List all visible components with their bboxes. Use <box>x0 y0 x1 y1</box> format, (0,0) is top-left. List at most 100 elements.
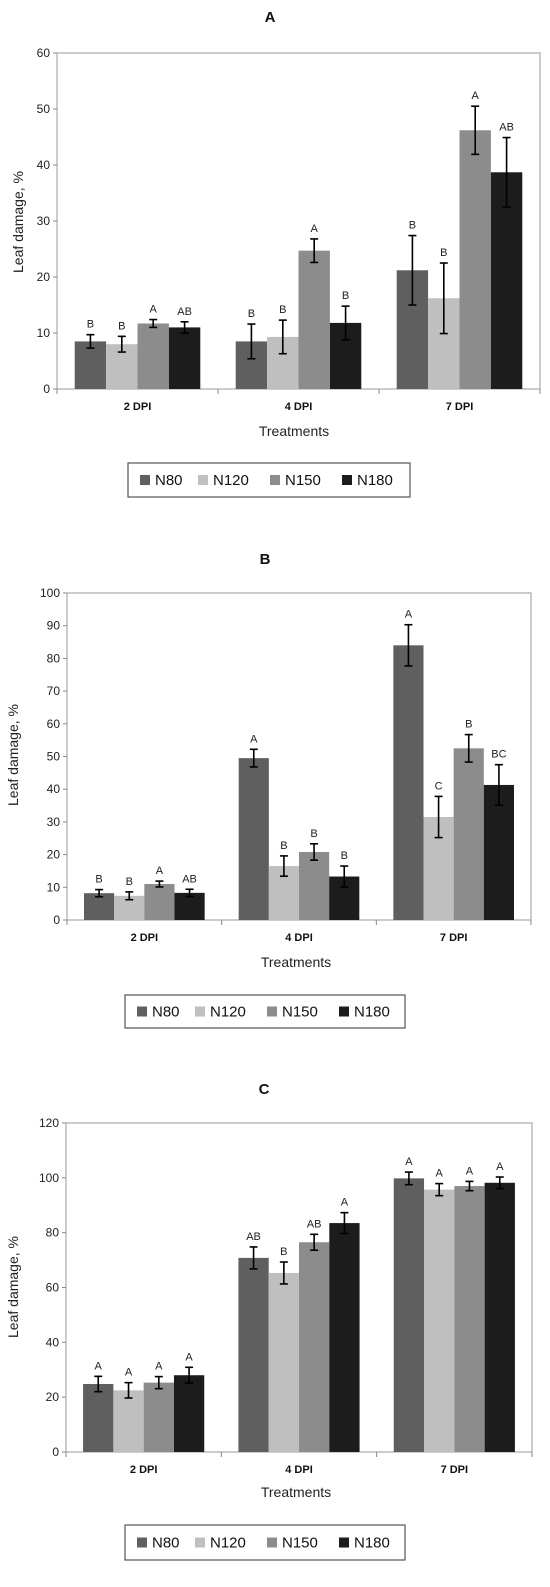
x-tick-label: 4 DPI <box>285 1464 313 1476</box>
legend-swatch <box>195 1537 205 1548</box>
legend-label: N150 <box>282 1004 318 1021</box>
error-bar <box>439 262 448 335</box>
legend-label: N120 <box>210 1004 246 1021</box>
significance-letter: B <box>280 840 287 852</box>
error-bar <box>149 318 158 329</box>
significance-letter: A <box>405 609 413 621</box>
x-tick-label: 7 DPI <box>441 1464 469 1476</box>
legend-label: N80 <box>152 1004 180 1021</box>
bar <box>84 893 115 920</box>
legend-label: N150 <box>282 1535 318 1552</box>
significance-letter: A <box>156 865 164 877</box>
y-tick-label: 30 <box>37 214 51 228</box>
y-tick-label: 60 <box>47 717 61 731</box>
bar <box>299 851 330 920</box>
error-bar <box>95 888 104 898</box>
x-tick-label: 2 DPI <box>124 401 152 413</box>
bar <box>393 1178 425 1452</box>
significance-letter: C <box>435 780 443 792</box>
legend-label: N150 <box>285 472 321 489</box>
error-bar <box>310 238 319 264</box>
error-bar <box>471 105 480 156</box>
y-tick-label: 70 <box>47 684 61 698</box>
y-tick-label: 100 <box>40 586 60 600</box>
error-bar <box>404 623 413 667</box>
legend-label: N120 <box>213 472 249 489</box>
x-axis-label: Treatments <box>259 423 329 439</box>
significance-letter: A <box>341 1197 349 1209</box>
x-tick-label: 4 DPI <box>285 401 313 413</box>
bar <box>268 1272 299 1452</box>
significance-letter: B <box>440 247 447 259</box>
error-bar <box>341 305 350 341</box>
y-tick-label: 20 <box>47 848 61 862</box>
legend-label: N120 <box>210 1535 246 1552</box>
significance-letter: B <box>248 308 255 320</box>
x-tick-label: 7 DPI <box>446 401 474 413</box>
significance-letter: B <box>126 876 133 888</box>
error-bar <box>310 843 319 861</box>
error-bar <box>278 319 287 355</box>
bar <box>329 1223 360 1452</box>
significance-letter: B <box>310 828 317 840</box>
significance-letter: A <box>436 1168 444 1180</box>
legend-swatch <box>267 1537 277 1548</box>
x-tick-label: 7 DPI <box>440 932 468 944</box>
legend-swatch <box>339 1006 349 1017</box>
x-tick-label: 2 DPI <box>130 1464 158 1476</box>
significance-letter: B <box>409 220 416 232</box>
significance-letter: A <box>185 1351 193 1363</box>
y-axis-label: Leaf damage, % <box>10 171 26 273</box>
significance-letter: A <box>150 304 158 316</box>
bar <box>459 130 491 389</box>
y-tick-label: 10 <box>47 880 61 894</box>
significance-letter: B <box>342 290 349 302</box>
x-axis-label: Treatments <box>261 1484 331 1500</box>
chart-title: A <box>265 9 276 26</box>
y-tick-label: 20 <box>37 270 51 284</box>
error-bar <box>434 795 443 839</box>
significance-letter: B <box>279 304 286 316</box>
y-axis-label: Leaf damage, % <box>5 704 21 806</box>
legend-swatch <box>140 475 150 485</box>
significance-letter: AB <box>246 1231 261 1243</box>
bar <box>113 1390 144 1452</box>
x-tick-label: 2 DPI <box>131 932 159 944</box>
legend-label: N80 <box>152 1535 180 1552</box>
y-tick-label: 0 <box>52 1445 59 1459</box>
y-tick-label: 40 <box>47 782 61 796</box>
significance-letter: B <box>465 719 472 731</box>
error-bar <box>249 1246 258 1270</box>
error-bar <box>502 136 511 208</box>
significance-letter: A <box>311 223 319 235</box>
significance-letter: A <box>496 1161 504 1173</box>
significance-letter: BC <box>491 749 506 761</box>
error-bar <box>249 748 258 768</box>
legend-swatch <box>342 475 352 485</box>
legend-label: N180 <box>354 1004 390 1021</box>
significance-letter: A <box>155 1361 163 1373</box>
chart-title: C <box>259 1081 270 1098</box>
bar <box>168 327 201 389</box>
legend-box <box>124 1524 406 1561</box>
significance-letter: A <box>405 1156 413 1168</box>
legend-swatch <box>339 1537 349 1548</box>
error-bar <box>124 1381 133 1399</box>
bar <box>74 341 107 389</box>
error-bar <box>154 1375 163 1390</box>
bar <box>143 1382 174 1452</box>
chart-panel-c: C Leaf damage, % Treatments 0 20 40 60 80 100… <box>5 1081 533 1561</box>
bar <box>298 250 330 389</box>
error-bar <box>408 234 417 306</box>
x-tick-label: 4 DPI <box>285 932 313 944</box>
significance-letter: B <box>280 1246 287 1258</box>
bar <box>393 645 424 920</box>
error-bar <box>340 865 349 888</box>
y-tick-label: 20 <box>46 1390 60 1404</box>
bar <box>483 784 514 920</box>
bar <box>238 1257 269 1452</box>
error-bar <box>279 1261 288 1285</box>
bar <box>174 892 205 920</box>
y-tick-label: 30 <box>47 815 61 829</box>
bar <box>173 1375 205 1452</box>
